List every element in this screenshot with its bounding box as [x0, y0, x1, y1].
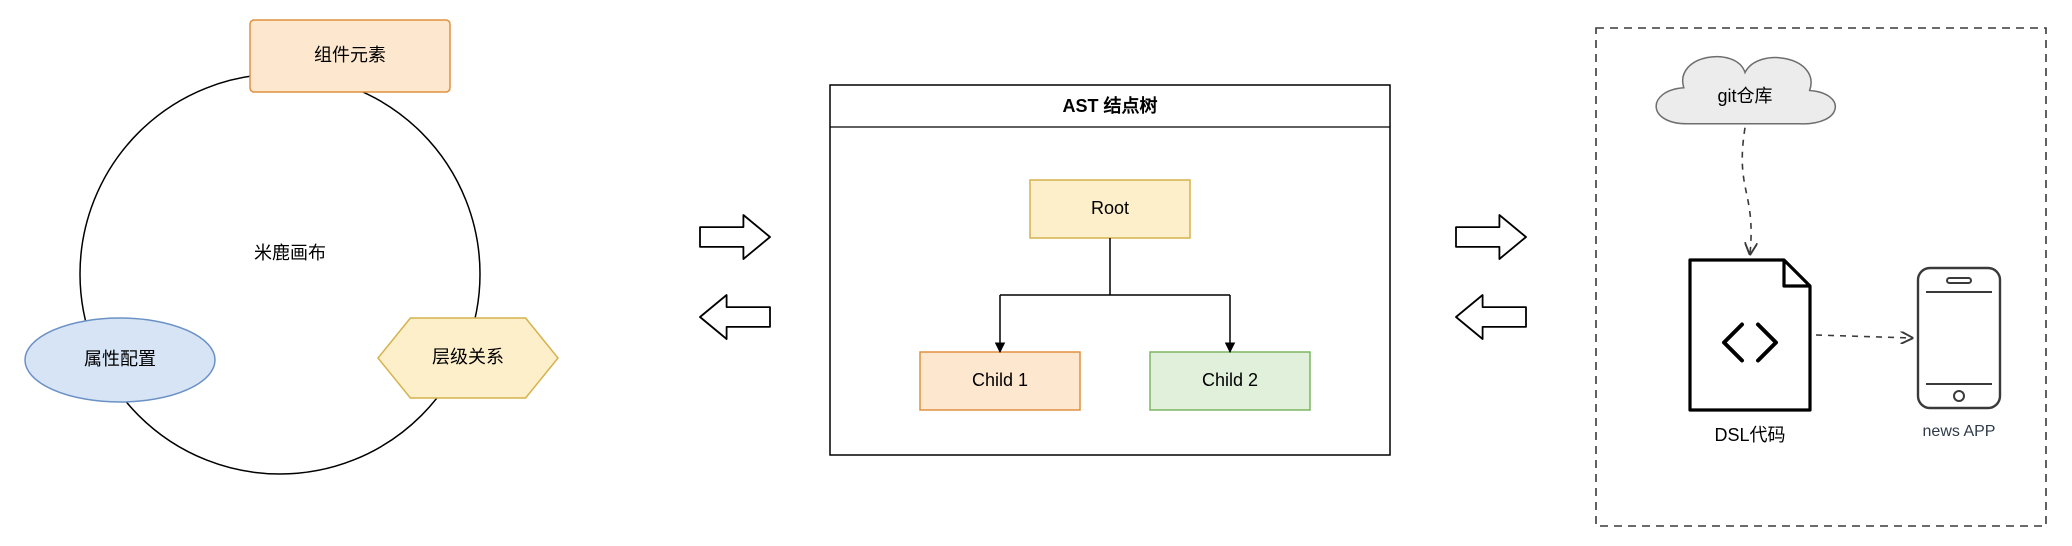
canvas-center-label: 米鹿画布 — [254, 243, 326, 263]
dsl-file-icon — [1690, 260, 1810, 410]
arrow-output-to-ast — [1456, 295, 1526, 339]
ast-child2-node-label: Child 2 — [1202, 370, 1258, 390]
canvas-circle — [80, 74, 480, 474]
arrow-cloud-to-dsl — [1742, 128, 1751, 254]
arrow-ast-to-output — [1456, 215, 1526, 259]
arrow-dsl-to-app — [1816, 335, 1912, 338]
app-label: news APP — [1923, 423, 1996, 440]
component-element-label: 组件元素 — [314, 45, 386, 65]
dsl-label: DSL代码 — [1714, 425, 1785, 445]
hierarchy-label: 层级关系 — [432, 347, 504, 367]
ast-child1-node-label: Child 1 — [972, 370, 1028, 390]
ast-title: AST 结点树 — [1062, 95, 1157, 116]
arrow-canvas-to-ast — [700, 215, 770, 259]
ast-root-node-label: Root — [1091, 198, 1129, 218]
git-cloud-label: git仓库 — [1717, 86, 1772, 106]
phone-icon — [1918, 268, 2000, 408]
arrow-ast-to-canvas — [700, 295, 770, 339]
attr-config-label: 属性配置 — [84, 349, 156, 369]
